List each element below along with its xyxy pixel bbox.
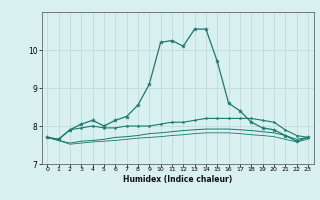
- X-axis label: Humidex (Indice chaleur): Humidex (Indice chaleur): [123, 175, 232, 184]
